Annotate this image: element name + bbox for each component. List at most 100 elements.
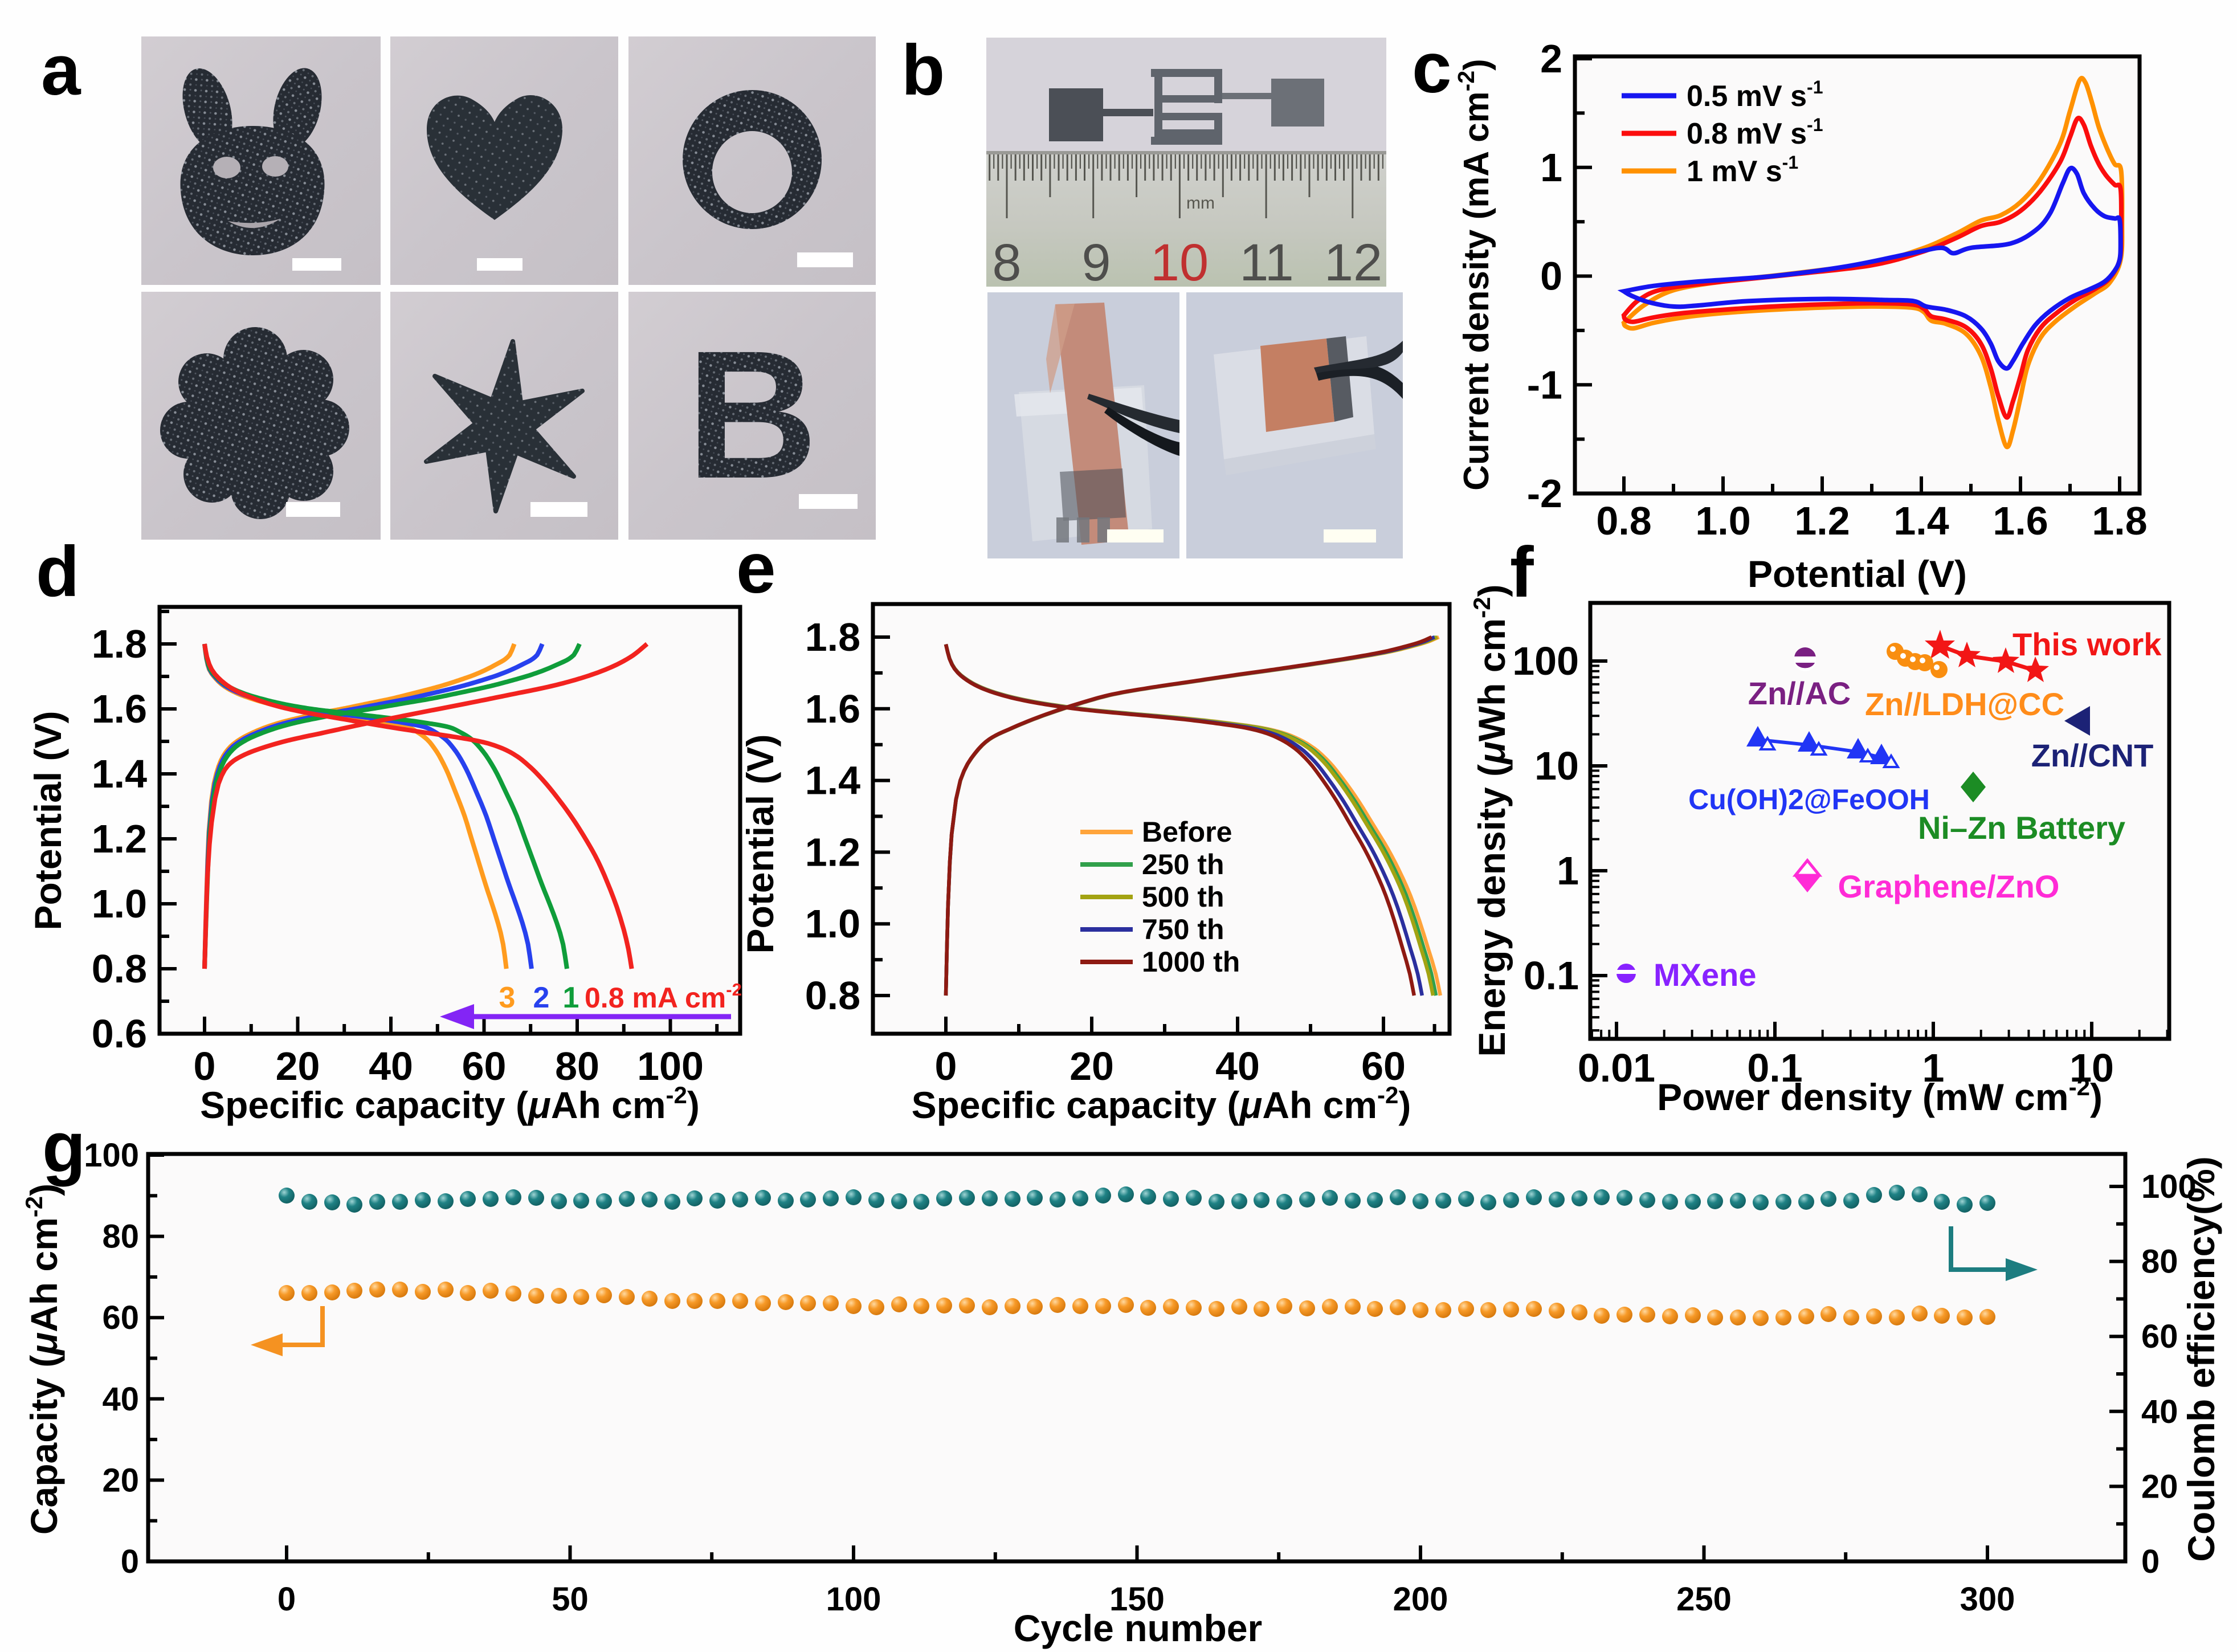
svg-text:20: 20 [1069, 1044, 1114, 1088]
svg-text:g: g [42, 1108, 85, 1187]
svg-text:Potential (V): Potential (V) [1748, 553, 1967, 595]
svg-text:0: 0 [2141, 1543, 2160, 1580]
svg-text:40: 40 [102, 1381, 139, 1418]
svg-text:0.8 mV s-1: 0.8 mV s-1 [1687, 115, 1823, 150]
svg-text:0.6: 0.6 [92, 1011, 147, 1056]
svg-text:500 th: 500 th [1142, 881, 1224, 913]
svg-text:100: 100 [1512, 639, 1579, 683]
svg-text:0: 0 [1540, 254, 1562, 299]
svg-text:0.8: 0.8 [1596, 499, 1651, 543]
svg-text:B: B [686, 312, 818, 516]
svg-text:b: b [901, 31, 945, 110]
svg-text:0.5 mV s-1: 0.5 mV s-1 [1687, 77, 1823, 113]
svg-text:40: 40 [369, 1044, 413, 1088]
svg-text:20: 20 [276, 1044, 320, 1088]
svg-text:1: 1 [1540, 145, 1562, 190]
svg-text:0.1: 0.1 [1524, 953, 1579, 998]
svg-text:1.6: 1.6 [92, 687, 147, 731]
svg-text:20: 20 [102, 1462, 139, 1499]
svg-text:0.1: 0.1 [1747, 1046, 1802, 1090]
svg-text:MXene: MXene [1654, 957, 1757, 993]
svg-text:1.0: 1.0 [805, 902, 860, 946]
svg-text:e: e [736, 529, 776, 608]
svg-text:Potential (V): Potential (V) [27, 711, 69, 930]
svg-text:50: 50 [552, 1581, 589, 1618]
svg-text:8: 8 [992, 234, 1021, 292]
svg-text:250: 250 [1676, 1581, 1732, 1618]
svg-text:60: 60 [2141, 1318, 2178, 1355]
svg-text:0: 0 [194, 1044, 216, 1088]
svg-text:12: 12 [1324, 234, 1382, 292]
svg-text:1.4: 1.4 [1893, 499, 1949, 543]
svg-text:60: 60 [102, 1299, 139, 1336]
svg-text:This work: This work [2013, 626, 2162, 662]
svg-text:300: 300 [1960, 1581, 2015, 1618]
svg-text:0: 0 [935, 1044, 957, 1088]
svg-text:Zn//CNT: Zn//CNT [2031, 737, 2154, 773]
svg-text:100: 100 [84, 1137, 139, 1174]
svg-text:10: 10 [1150, 234, 1209, 292]
svg-text:c: c [1412, 28, 1452, 108]
svg-text:Cycle number: Cycle number [1014, 1607, 1262, 1649]
svg-text:1: 1 [563, 981, 579, 1014]
svg-text:mm: mm [1186, 194, 1215, 213]
svg-text:80: 80 [555, 1044, 599, 1088]
svg-text:f: f [1510, 533, 1534, 612]
svg-text:11: 11 [1239, 234, 1294, 292]
svg-text:200: 200 [1393, 1581, 1448, 1618]
svg-text:1.4: 1.4 [92, 752, 147, 796]
svg-text:10: 10 [2069, 1046, 2114, 1090]
svg-text:1.2: 1.2 [805, 830, 860, 874]
svg-text:100: 100 [2141, 1168, 2197, 1205]
svg-text:2: 2 [533, 981, 550, 1014]
svg-text:1.8: 1.8 [92, 622, 147, 666]
svg-text:100: 100 [637, 1044, 704, 1088]
svg-text:-2: -2 [1527, 471, 1562, 516]
svg-text:Current density (mA cm-2): Current density (mA cm-2) [1453, 59, 1496, 491]
svg-text:Power density (mW cm-2): Power density (mW cm-2) [1657, 1074, 2103, 1118]
svg-text:40: 40 [1215, 1044, 1260, 1088]
svg-text:60: 60 [462, 1044, 507, 1088]
svg-text:100: 100 [826, 1581, 881, 1618]
svg-text:40: 40 [2141, 1393, 2178, 1430]
svg-text:0.8: 0.8 [805, 973, 860, 1018]
svg-text:1.2: 1.2 [92, 817, 147, 861]
svg-text:1.4: 1.4 [805, 758, 860, 803]
svg-text:Graphene/ZnO: Graphene/ZnO [1838, 868, 2060, 904]
svg-text:Coulomb efficiency(%): Coulomb efficiency(%) [2180, 1156, 2222, 1561]
svg-text:1.6: 1.6 [805, 687, 860, 731]
svg-text:0: 0 [121, 1543, 139, 1580]
svg-text:1 mV s-1: 1 mV s-1 [1687, 152, 1798, 188]
svg-text:750 th: 750 th [1142, 913, 1224, 945]
svg-text:1.0: 1.0 [92, 882, 147, 926]
svg-text:10: 10 [1534, 744, 1579, 788]
svg-text:0.8 mA cm-2: 0.8 mA cm-2 [585, 980, 742, 1014]
svg-text:150: 150 [1109, 1581, 1165, 1618]
svg-text:20: 20 [2141, 1468, 2178, 1505]
svg-text:80: 80 [2141, 1243, 2178, 1280]
svg-text:3: 3 [499, 981, 516, 1014]
svg-text:0: 0 [277, 1581, 296, 1618]
svg-text:1: 1 [1922, 1046, 1945, 1090]
svg-text:Capacity (μAh cm-2): Capacity (μAh cm-2) [21, 1184, 65, 1535]
svg-text:1000 th: 1000 th [1142, 946, 1240, 978]
svg-text:250 th: 250 th [1142, 849, 1224, 880]
svg-text:a: a [41, 31, 81, 110]
svg-text:60: 60 [1361, 1044, 1406, 1088]
svg-text:Energy density (μWh cm-2): Energy density (μWh cm-2) [1468, 585, 1513, 1057]
svg-text:1.6: 1.6 [1993, 499, 2048, 543]
svg-text:0.01: 0.01 [1578, 1046, 1655, 1090]
svg-text:d: d [36, 532, 79, 611]
svg-text:1.2: 1.2 [1794, 499, 1850, 543]
svg-text:Potential (V): Potential (V) [739, 734, 781, 953]
svg-text:1.8: 1.8 [2092, 499, 2147, 543]
svg-text:Specific capacity (μAh cm-2): Specific capacity (μAh cm-2) [912, 1082, 1411, 1126]
svg-text:-1: -1 [1527, 362, 1562, 407]
svg-text:9: 9 [1081, 234, 1111, 292]
svg-text:Zn//AC: Zn//AC [1748, 675, 1851, 711]
svg-text:1.8: 1.8 [805, 615, 860, 659]
svg-text:1.0: 1.0 [1695, 499, 1750, 543]
svg-text:1: 1 [1557, 849, 1579, 893]
svg-text:0.8: 0.8 [92, 947, 147, 991]
svg-text:2: 2 [1540, 36, 1562, 81]
